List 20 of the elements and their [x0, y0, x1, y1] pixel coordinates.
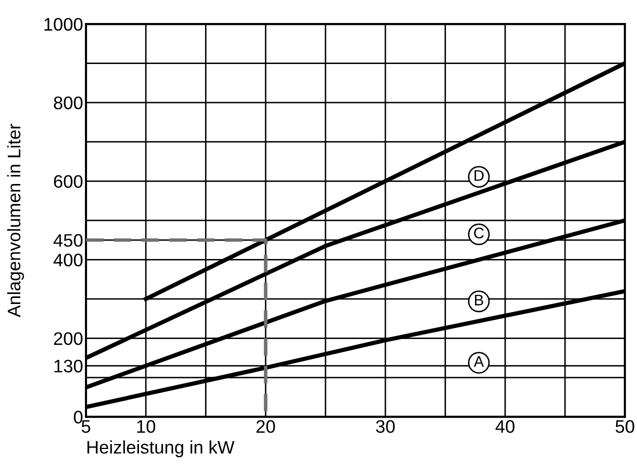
x-tick-label: 5 — [82, 420, 90, 433]
x-tick-label: 40 — [496, 420, 514, 433]
y-tick-label: 800 — [54, 96, 83, 110]
text: B — [475, 294, 484, 306]
y-tick-label: 400 — [54, 254, 83, 266]
x-tick-label: 10 — [137, 420, 156, 433]
y-tick-label: 600 — [54, 175, 83, 188]
series-label: D — [474, 170, 484, 181]
x-axis-title: Heizleistung in kW — [87, 440, 234, 458]
y-axis-title: Anlagenvolumen in Liter — [7, 124, 24, 318]
x-tick-label: 30 — [376, 420, 395, 433]
text: A — [474, 356, 484, 367]
y-tick-label: 0 — [74, 410, 83, 424]
y-tick-label: 1000 — [44, 18, 83, 31]
y-tick-label: 200 — [54, 332, 83, 345]
x-tick-label: 20 — [256, 420, 275, 433]
x-tick-label: 50 — [616, 420, 634, 433]
text: C — [474, 228, 484, 238]
y-tick-label: 450 — [54, 234, 83, 247]
y-tick-label: 130 — [54, 360, 83, 372]
